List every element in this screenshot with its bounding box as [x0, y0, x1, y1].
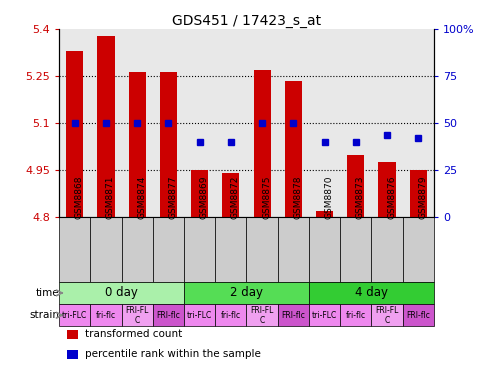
Text: GSM8873: GSM8873 — [356, 176, 365, 219]
Bar — [309, 29, 340, 217]
Text: transformed count: transformed count — [85, 329, 182, 339]
Bar — [153, 29, 184, 217]
Bar — [184, 304, 215, 326]
Bar — [371, 217, 403, 282]
Text: fri-flc: fri-flc — [346, 311, 366, 320]
Text: time: time — [35, 288, 59, 298]
Text: GSM8868: GSM8868 — [75, 176, 84, 219]
Bar — [285, 81, 302, 217]
Bar — [59, 282, 184, 304]
Text: fri-flc: fri-flc — [96, 311, 116, 320]
Bar — [59, 29, 90, 217]
Bar — [410, 170, 427, 217]
Bar — [309, 304, 340, 326]
Bar — [153, 217, 184, 282]
Bar — [316, 211, 333, 217]
Text: GSM8877: GSM8877 — [169, 176, 177, 219]
Bar — [66, 51, 83, 217]
Bar — [59, 304, 90, 326]
Text: FRI-FL
C: FRI-FL C — [250, 306, 274, 325]
Bar — [184, 282, 309, 304]
Text: fri-flc: fri-flc — [221, 311, 241, 320]
Bar — [215, 29, 246, 217]
Text: 2 day: 2 day — [230, 287, 263, 299]
Bar — [90, 29, 122, 217]
Bar — [340, 29, 371, 217]
Bar — [122, 304, 153, 326]
Bar — [347, 154, 364, 217]
Bar — [153, 304, 184, 326]
Bar — [98, 36, 114, 217]
Text: GSM8875: GSM8875 — [262, 176, 271, 219]
Bar — [59, 217, 90, 282]
Bar — [215, 217, 246, 282]
Text: strain: strain — [29, 310, 59, 320]
Text: GSM8876: GSM8876 — [387, 176, 396, 219]
Bar — [246, 217, 278, 282]
Text: FRI-flc: FRI-flc — [156, 311, 180, 320]
Bar — [253, 70, 271, 217]
Bar — [90, 304, 122, 326]
Text: GSM8871: GSM8871 — [106, 176, 115, 219]
Bar — [403, 217, 434, 282]
Text: FRI-FL
C: FRI-FL C — [126, 306, 149, 325]
Text: tri-FLC: tri-FLC — [312, 311, 337, 320]
Bar — [191, 170, 208, 217]
Bar — [160, 72, 177, 217]
Bar — [67, 330, 78, 339]
Bar — [122, 217, 153, 282]
Text: GSM8878: GSM8878 — [293, 176, 302, 219]
Text: tri-FLC: tri-FLC — [187, 311, 212, 320]
Text: GSM8872: GSM8872 — [231, 176, 240, 219]
Text: FRI-flc: FRI-flc — [282, 311, 305, 320]
Text: GSM8879: GSM8879 — [418, 176, 427, 219]
Bar — [371, 29, 403, 217]
Bar — [184, 217, 215, 282]
Bar — [122, 29, 153, 217]
Title: GDS451 / 17423_s_at: GDS451 / 17423_s_at — [172, 14, 321, 28]
Bar — [340, 217, 371, 282]
Text: percentile rank within the sample: percentile rank within the sample — [85, 349, 261, 359]
Bar — [379, 163, 395, 217]
Text: 4 day: 4 day — [355, 287, 388, 299]
Text: 0 day: 0 day — [105, 287, 138, 299]
Bar — [184, 29, 215, 217]
Text: FRI-flc: FRI-flc — [406, 311, 430, 320]
Bar — [278, 304, 309, 326]
Bar — [90, 217, 122, 282]
Bar — [222, 173, 240, 217]
Bar — [309, 217, 340, 282]
Bar — [129, 72, 146, 217]
Bar — [403, 304, 434, 326]
Bar — [246, 29, 278, 217]
Text: GSM8874: GSM8874 — [137, 176, 146, 219]
Bar — [309, 282, 434, 304]
Bar — [67, 350, 78, 359]
Bar — [246, 304, 278, 326]
Text: GSM8869: GSM8869 — [200, 176, 209, 219]
Bar — [278, 29, 309, 217]
Bar — [278, 217, 309, 282]
Bar — [371, 304, 403, 326]
Text: tri-FLC: tri-FLC — [62, 311, 87, 320]
Bar — [403, 29, 434, 217]
Bar — [215, 304, 246, 326]
Text: GSM8870: GSM8870 — [324, 176, 334, 219]
Bar — [340, 304, 371, 326]
Text: FRI-FL
C: FRI-FL C — [375, 306, 399, 325]
